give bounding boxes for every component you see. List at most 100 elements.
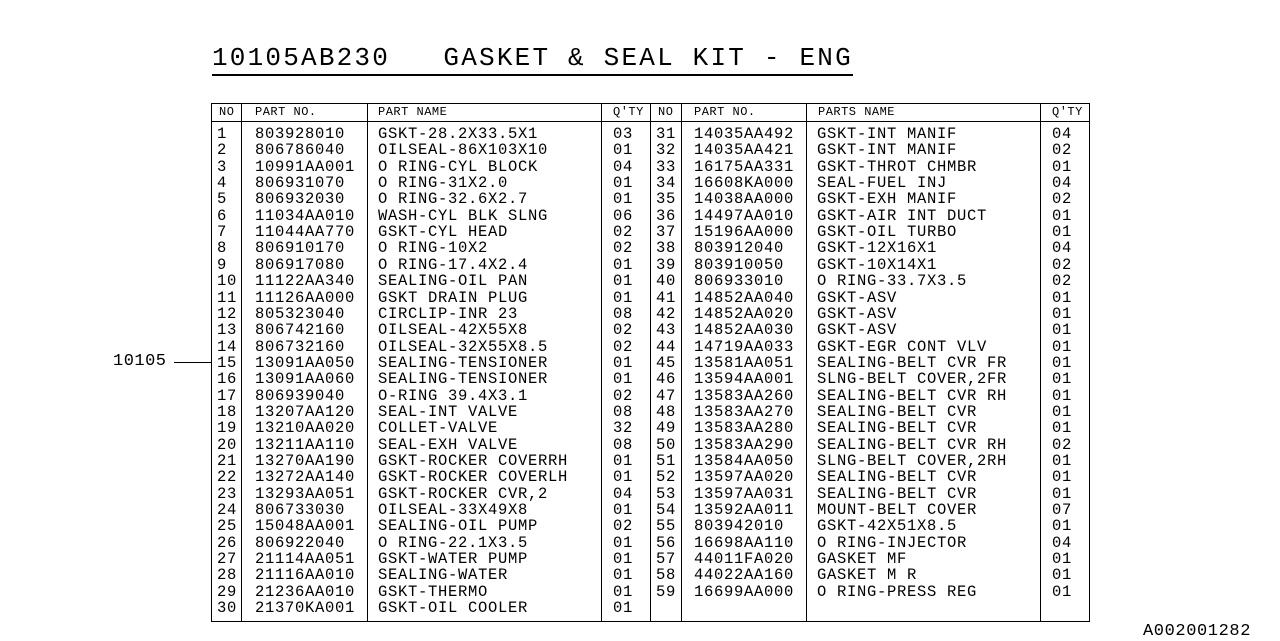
part-qty-cell: 01 [1052,452,1073,470]
part-name-cell: SEALING-OIL PUMP [378,517,539,536]
part-part-no-cell: 806786040 [255,141,346,160]
part-no-cell: 6 [217,206,228,225]
part-part-no-cell: 13210AA020 [255,419,356,438]
part-qty-cell: 01 [1052,370,1073,389]
part-part-no-cell: 14719AA033 [694,337,795,356]
column-divider [367,104,368,621]
part-name-cell: GSKT-CYL HEAD [378,223,509,242]
part-qty-cell: 02 [1052,141,1073,160]
part-part-no-cell: 13293AA051 [255,484,356,503]
part-no-cell: 55 [656,517,677,536]
part-qty-cell: 02 [613,386,634,405]
part-part-no-cell: 44022AA160 [694,566,795,585]
part-name-cell: O RING-31X2.0 [378,174,509,193]
column-divider [601,104,602,621]
part-part-no-cell: 13597AA031 [694,484,795,503]
part-no-cell: 52 [656,468,677,487]
part-no-cell: 28 [217,566,238,585]
part-qty-cell: 08 [613,304,634,323]
part-no-cell: 33 [656,157,677,176]
part-no-cell: 12 [217,304,238,323]
part-qty-cell: 01 [613,370,634,389]
part-qty-cell: 01 [613,272,634,291]
part-part-no-cell: 806931070 [255,174,346,193]
part-part-no-cell: 13211AA110 [255,435,356,454]
part-qty-cell: 04 [1052,125,1073,143]
part-name-cell: OILSEAL-86X103X10 [378,141,549,160]
part-name-cell: WASH-CYL BLK SLNG [378,206,549,225]
part-no-cell: 36 [656,206,677,225]
part-name-cell: O RING-33.7X3.5 [817,272,968,291]
part-part-no-cell: 13091AA060 [255,370,356,389]
part-qty-cell: 32 [613,419,634,438]
part-qty-cell: 03 [613,125,634,143]
part-name-cell: GSKT-ASV [817,288,898,307]
part-no-cell: 34 [656,174,677,193]
part-part-no-cell: 806732160 [255,337,346,356]
part-qty-cell: 04 [1052,533,1073,552]
part-qty-cell: 01 [613,501,634,520]
part-part-no-cell: 14038AA000 [694,190,795,209]
part-no-cell: 40 [656,272,677,291]
part-no-cell: 5 [217,190,228,209]
part-qty-cell: 01 [1052,337,1073,356]
part-qty-cell: 02 [613,517,634,536]
part-qty-cell: 01 [613,468,634,487]
part-no-cell: 26 [217,533,238,552]
part-qty-cell: 01 [613,550,634,569]
part-name-cell: SEAL-EXH VALVE [378,435,519,454]
part-no-cell: 58 [656,566,677,585]
part-qty-cell: 01 [613,190,634,209]
part-part-no-cell: 16698AA110 [694,533,795,552]
part-part-no-cell: 14852AA030 [694,321,795,340]
part-name-cell: GSKT-ASV [817,304,898,323]
reference-callout: 10105 [113,352,167,371]
part-qty-cell: 01 [1052,468,1073,487]
part-name-cell: GSKT-THROT CHMBR [817,157,978,176]
part-part-no-cell: 13592AA011 [694,501,795,520]
diagram-title: 10105AB230 GASKET & SEAL KIT - ENG [212,44,853,76]
part-name-cell: SEALING-WATER [378,566,509,585]
part-qty-cell: 01 [1052,566,1073,585]
header-qty-left: Q'TY [613,105,644,119]
part-no-cell: 31 [656,125,677,143]
part-qty-cell: 02 [613,239,634,258]
part-part-no-cell: 44011FA020 [694,550,795,569]
header-no-left: NO [219,105,235,119]
part-part-no-cell: 16608KA000 [694,174,795,193]
part-part-no-cell: 805323040 [255,304,346,323]
column-divider [1040,104,1041,621]
header-part-no-left: PART NO. [255,105,317,119]
part-part-no-cell: 21116AA010 [255,566,356,585]
part-no-cell: 50 [656,435,677,454]
part-no-cell: 13 [217,321,238,340]
part-qty-cell: 04 [1052,239,1073,258]
part-part-no-cell: 803912040 [694,239,785,258]
column-divider [650,104,651,621]
part-name-cell: SLNG-BELT COVER,2FR [817,370,1008,389]
part-name-cell: GSKT-ROCKER COVERRH [378,452,569,470]
part-name-cell: GSKT-ROCKER CVR,2 [378,484,549,503]
part-no-cell: 35 [656,190,677,209]
part-name-cell: O RING-10X2 [378,239,489,258]
part-no-cell: 25 [217,517,238,536]
part-part-no-cell: 806939040 [255,386,346,405]
part-qty-cell: 01 [1052,484,1073,503]
part-no-cell: 9 [217,255,228,274]
part-part-no-cell: 13272AA140 [255,468,356,487]
part-part-no-cell: 806917080 [255,255,346,274]
part-no-cell: 2 [217,141,228,160]
part-name-cell: COLLET-VALVE [378,419,499,438]
part-part-no-cell: 14852AA020 [694,304,795,323]
part-no-cell: 18 [217,402,238,421]
header-part-name-right: PARTS NAME [818,105,896,119]
part-qty-cell: 01 [613,533,634,552]
part-name-cell: GSKT-INT MANIF [817,141,958,160]
part-part-no-cell: 13597AA020 [694,468,795,487]
part-name-cell: GSKT-28.2X33.5X1 [378,125,539,143]
part-name-cell: GSKT-OIL TURBO [817,223,958,242]
part-part-no-cell: 14497AA010 [694,206,795,225]
part-part-no-cell: 11044AA770 [255,223,356,242]
part-part-no-cell: 13594AA001 [694,370,795,389]
part-no-cell: 43 [656,321,677,340]
